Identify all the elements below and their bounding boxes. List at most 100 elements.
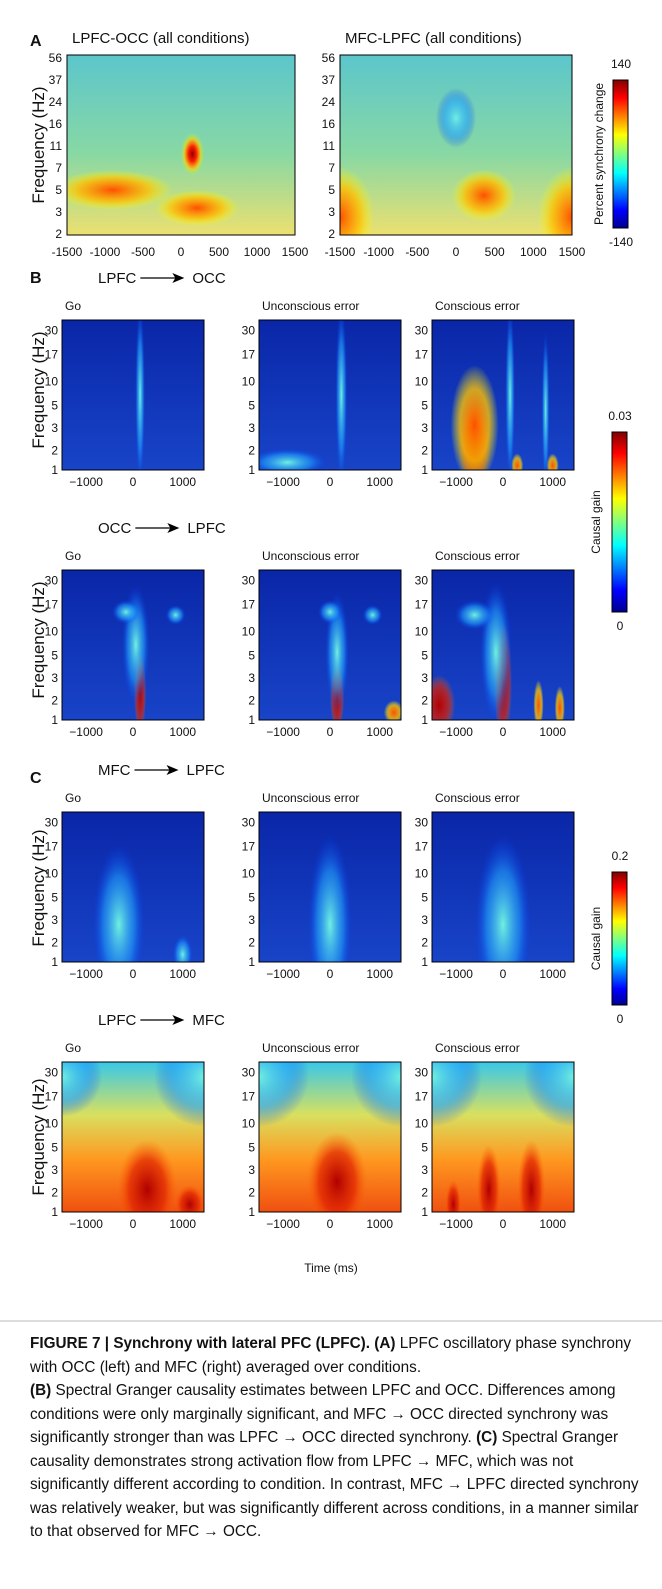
y-tick-label: 5 bbox=[421, 399, 428, 413]
y-tick-label: 5 bbox=[51, 649, 58, 663]
y-tick-label: 56 bbox=[322, 51, 336, 65]
plot-frame bbox=[431, 811, 575, 963]
y-tick-label: 10 bbox=[415, 1117, 429, 1131]
colorbar bbox=[612, 79, 629, 229]
arrow-head bbox=[167, 523, 180, 533]
axis-label: Causal gain bbox=[589, 490, 603, 553]
y-tick-label: 30 bbox=[242, 324, 256, 338]
x-tick-label: 0 bbox=[327, 967, 334, 981]
heatmap-blob bbox=[445, 1179, 462, 1212]
axis-label: Causal gain bbox=[589, 907, 603, 970]
condition-title: Conscious error bbox=[435, 549, 520, 563]
y-tick-label: 2 bbox=[51, 936, 58, 950]
heatmap-blob bbox=[135, 320, 146, 470]
x-tick-label: 0 bbox=[130, 725, 137, 739]
x-tick-label: 1000 bbox=[169, 725, 196, 739]
y-tick-label: 30 bbox=[242, 816, 256, 830]
heatmap-blob bbox=[524, 1062, 574, 1127]
caption-text: LPFC oscillatory phase synchrony with OC… bbox=[30, 1335, 632, 1376]
x-tick-label: 1000 bbox=[539, 1217, 566, 1231]
heatmap-blob bbox=[511, 453, 524, 470]
y-tick-label: 2 bbox=[248, 936, 255, 950]
y-tick-label: 16 bbox=[322, 117, 336, 131]
axis-label: Frequency (Hz) bbox=[29, 829, 48, 946]
heatmap-blob bbox=[538, 167, 572, 235]
y-tick-label: 3 bbox=[51, 421, 58, 435]
heatmap-blob bbox=[475, 834, 531, 962]
y-tick-label: 2 bbox=[248, 1186, 255, 1200]
heatmap-blob bbox=[436, 88, 476, 148]
y-tick-label: 24 bbox=[49, 95, 63, 109]
heatmap-blob bbox=[351, 1062, 401, 1127]
x-tick-label: -1500 bbox=[325, 245, 356, 259]
y-tick-label: 30 bbox=[242, 574, 256, 588]
y-tick-label: 2 bbox=[55, 227, 62, 241]
heatmap bbox=[340, 55, 572, 235]
heatmap-blob bbox=[180, 132, 205, 176]
condition-title: Go bbox=[65, 791, 81, 805]
condition-title: Unconscious error bbox=[262, 299, 359, 313]
y-tick-label: 3 bbox=[55, 205, 62, 219]
y-tick-label: 2 bbox=[421, 936, 428, 950]
y-tick-label: 5 bbox=[51, 1141, 58, 1155]
x-tick-label: 1000 bbox=[169, 967, 196, 981]
y-tick-label: 11 bbox=[323, 139, 336, 153]
heatmap bbox=[259, 812, 401, 962]
y-tick-label: 2 bbox=[421, 1186, 428, 1200]
x-tick-label: −1000 bbox=[69, 475, 103, 489]
heatmap-blob bbox=[172, 934, 193, 962]
y-tick-label: 3 bbox=[248, 421, 255, 435]
x-tick-label: 1500 bbox=[559, 245, 586, 259]
colorbar-min: 0 bbox=[617, 1012, 624, 1026]
row-title-from: MFC bbox=[98, 762, 131, 779]
x-tick-label: 1000 bbox=[169, 1217, 196, 1231]
heatmap bbox=[432, 320, 574, 470]
x-tick-label: -1000 bbox=[90, 245, 121, 259]
heatmap-blob bbox=[308, 834, 352, 962]
x-tick-label: 0 bbox=[327, 475, 334, 489]
x-tick-label: 1000 bbox=[539, 475, 566, 489]
y-tick-label: 2 bbox=[248, 694, 255, 708]
heatmap-blob bbox=[340, 167, 374, 235]
heatmap-blob bbox=[174, 1184, 204, 1212]
heatmap-blob bbox=[362, 605, 383, 625]
heatmap bbox=[62, 320, 204, 470]
y-tick-label: 3 bbox=[248, 1163, 255, 1177]
y-tick-label: 5 bbox=[248, 891, 255, 905]
heatmap-blob bbox=[111, 600, 140, 624]
y-tick-label: 2 bbox=[328, 227, 335, 241]
x-tick-label: −1000 bbox=[439, 725, 473, 739]
y-tick-label: 17 bbox=[45, 598, 59, 612]
caption-title: FIGURE 7 | Synchrony with lateral PFC (L… bbox=[30, 1335, 371, 1352]
heatmap-blob bbox=[554, 686, 565, 720]
y-tick-label: 37 bbox=[49, 73, 63, 87]
arrow-head bbox=[172, 1015, 185, 1025]
x-tick-label: −1000 bbox=[266, 725, 300, 739]
y-tick-label: 5 bbox=[421, 1141, 428, 1155]
x-tick-label: −1000 bbox=[266, 967, 300, 981]
y-tick-label: 37 bbox=[322, 73, 336, 87]
y-tick-label: 5 bbox=[421, 649, 428, 663]
x-tick-label: 1000 bbox=[244, 245, 271, 259]
y-tick-label: 30 bbox=[415, 324, 429, 338]
y-tick-label: 10 bbox=[415, 867, 429, 881]
x-tick-label: 0 bbox=[130, 1217, 137, 1231]
y-tick-label: 5 bbox=[248, 399, 255, 413]
x-tick-label: 1000 bbox=[366, 967, 393, 981]
plot-frame bbox=[61, 1061, 205, 1213]
colorbar-max: 140 bbox=[611, 57, 631, 71]
row-title-to: MFC bbox=[192, 1012, 225, 1029]
plot-frame bbox=[61, 811, 205, 963]
plot-title: LPFC-OCC (all conditions) bbox=[72, 30, 250, 47]
y-tick-label: 1 bbox=[248, 955, 255, 969]
heatmap-blob bbox=[335, 320, 348, 470]
x-tick-label: 0 bbox=[178, 245, 185, 259]
condition-title: Go bbox=[65, 549, 81, 563]
heatmap-blob bbox=[154, 190, 239, 226]
x-tick-label: 1000 bbox=[539, 967, 566, 981]
y-tick-label: 1 bbox=[51, 463, 58, 477]
y-tick-label: 2 bbox=[51, 694, 58, 708]
x-tick-label: 0 bbox=[500, 967, 507, 981]
x-tick-label: 0 bbox=[130, 967, 137, 981]
y-tick-label: 30 bbox=[242, 1066, 256, 1080]
